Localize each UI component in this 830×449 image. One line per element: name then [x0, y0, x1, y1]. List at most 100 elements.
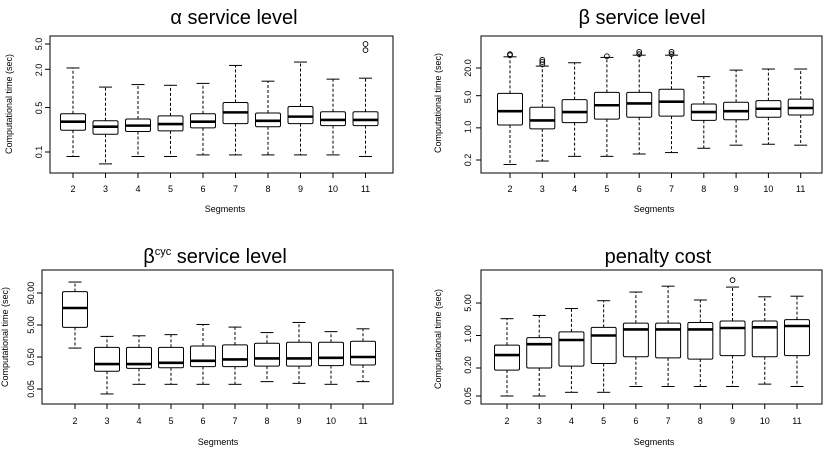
box-beta-cyc-11	[350, 340, 376, 366]
outlier-beta-2-1	[507, 51, 513, 58]
ytick-label-penalty-1: 0.20	[463, 356, 473, 374]
panel-title-beta-cyc: βcyc service level	[143, 246, 287, 268]
xlabel-alpha: Segments	[205, 204, 246, 214]
outlier-beta-6-1	[636, 48, 643, 55]
plot-frame-penalty	[480, 269, 823, 405]
ytick-label-beta-cyc-1: 0.50	[26, 348, 36, 366]
xtick-label-alpha-11: 11	[361, 184, 370, 194]
xtick-label-penalty-8: 8	[698, 416, 703, 426]
ytick-label-beta-3: 20.0	[463, 59, 473, 77]
ytick-label-beta-cyc-0: 0.05	[26, 380, 36, 398]
xtick-label-penalty-5: 5	[601, 416, 606, 426]
ytick-label-beta-2: 5.0	[463, 91, 473, 104]
xtick-label-alpha-3: 3	[103, 184, 108, 194]
ytick-label-alpha-1: 0.5	[34, 102, 44, 115]
xtick-label-beta-cyc-11: 11	[358, 416, 367, 426]
ytick-label-penalty-3: 5.00	[463, 294, 473, 312]
outlier-beta-7-1	[668, 48, 675, 55]
outlier-beta-5-0	[604, 53, 610, 60]
box-penalty-5	[590, 326, 617, 364]
ytick-label-beta-cyc-2: 5.00	[26, 316, 36, 334]
panel-title-penalty: penalty cost	[605, 246, 712, 268]
box-penalty-7	[655, 322, 682, 359]
xlabel-beta-cyc: Segments	[198, 437, 239, 447]
box-beta-2	[497, 92, 523, 126]
xtick-label-alpha-7: 7	[233, 184, 238, 194]
xtick-label-beta-8: 8	[701, 184, 706, 194]
ytick-label-beta-1: 1.0	[463, 121, 473, 134]
xtick-label-beta-7: 7	[669, 184, 674, 194]
box-alpha-9	[287, 105, 314, 125]
plot-frame-alpha	[49, 35, 394, 174]
ytick-label-beta-cyc-3: 50.00	[26, 282, 36, 305]
outlier-beta-6-0	[636, 51, 643, 58]
box-beta-3	[529, 106, 556, 130]
xtick-label-beta-6: 6	[637, 184, 642, 194]
box-penalty-11	[783, 319, 810, 357]
xtick-label-alpha-4: 4	[135, 184, 140, 194]
outlier-beta-3-2	[539, 57, 546, 63]
xtick-label-beta-cyc-6: 6	[200, 416, 205, 426]
panel-beta: β service level 0.2 1.0 5.0 20.0 Computa…	[433, 7, 823, 214]
box-beta-cyc-7	[222, 344, 248, 368]
xtick-label-alpha-8: 8	[265, 184, 270, 194]
box-beta-cyc-2	[62, 291, 88, 328]
xtick-label-penalty-3: 3	[537, 416, 542, 426]
panel-beta-cyc: βcyc service level 0.05 0.50 5.00 50.00 …	[0, 246, 394, 447]
xtick-label-beta-3: 3	[540, 184, 545, 194]
xtick-label-beta-4: 4	[572, 184, 577, 194]
box-beta-cyc-3	[94, 346, 120, 372]
xtick-label-beta-cyc-4: 4	[136, 416, 141, 426]
box-penalty-4	[558, 331, 585, 367]
ytick-label-penalty-0: 0.05	[463, 387, 473, 405]
ytick-label-alpha-0: 0.1	[34, 146, 44, 159]
panel-penalty: penalty cost 0.05 0.20 1.00 5.00 Computa…	[433, 246, 823, 447]
xtick-label-penalty-10: 10	[760, 416, 770, 426]
xtick-label-penalty-7: 7	[666, 416, 671, 426]
box-beta-cyc-6	[190, 345, 216, 368]
xtick-label-alpha-10: 10	[328, 184, 338, 194]
xtick-label-beta-cyc-7: 7	[232, 416, 237, 426]
xtick-label-beta-5: 5	[604, 184, 609, 194]
boxplots-penalty: 2 3 4 5 6 7 8 9 10 11	[476, 277, 810, 426]
box-penalty-10	[751, 320, 778, 358]
xtick-label-beta-cyc-2: 2	[72, 416, 77, 426]
ytick-label-alpha-2: 2.0	[34, 64, 44, 77]
outlier-beta-3-1	[539, 59, 546, 65]
panel-title-beta: β service level	[578, 7, 705, 29]
xtick-label-beta-10: 10	[763, 184, 773, 194]
box-penalty-8	[687, 322, 714, 360]
box-penalty-2	[494, 344, 520, 371]
xtick-label-beta-2: 2	[507, 184, 512, 194]
box-beta-cyc-5	[158, 346, 184, 369]
ylabel-alpha: Computational time (sec)	[4, 54, 14, 154]
panel-alpha: α service level 0.1 0.5 2.0 5.0 Computat…	[4, 7, 394, 214]
xtick-label-beta-11: 11	[796, 184, 805, 194]
boxplots-beta-cyc: 2 3 4 5 6 7 8 9 10 11	[37, 281, 376, 426]
xtick-label-alpha-2: 2	[70, 184, 75, 194]
ytick-label-alpha-3: 5.0	[34, 38, 44, 51]
xtick-label-beta-cyc-8: 8	[264, 416, 269, 426]
xtick-label-beta-cyc-5: 5	[168, 416, 173, 426]
xtick-label-alpha-5: 5	[168, 184, 173, 194]
xtick-label-penalty-11: 11	[792, 416, 801, 426]
outlier-beta-7-0	[668, 51, 675, 58]
box-penalty-6	[622, 322, 649, 358]
box-beta-cyc-8	[254, 342, 280, 367]
box-beta-6	[626, 91, 653, 118]
xtick-label-penalty-4: 4	[569, 416, 574, 426]
ytick-label-penalty-2: 1.00	[463, 325, 473, 343]
xlabel-beta: Segments	[634, 204, 675, 214]
boxplots-beta: 2 3 4 5 6 7 8 9 10 11	[476, 48, 814, 194]
ylabel-penalty: Computational time (sec)	[433, 289, 443, 389]
ylabel-beta: Computational time (sec)	[433, 53, 443, 153]
ylabel-beta-cyc: Computational time (sec)	[0, 287, 10, 387]
outlier-alpha-11-0	[362, 47, 369, 54]
outlier-penalty-9-0	[729, 277, 736, 284]
xtick-label-penalty-2: 2	[504, 416, 509, 426]
plot-frame-beta-cyc	[41, 269, 394, 405]
box-penalty-3	[526, 337, 553, 369]
box-beta-cyc-10	[318, 341, 344, 367]
outlier-alpha-11-1	[362, 41, 369, 47]
